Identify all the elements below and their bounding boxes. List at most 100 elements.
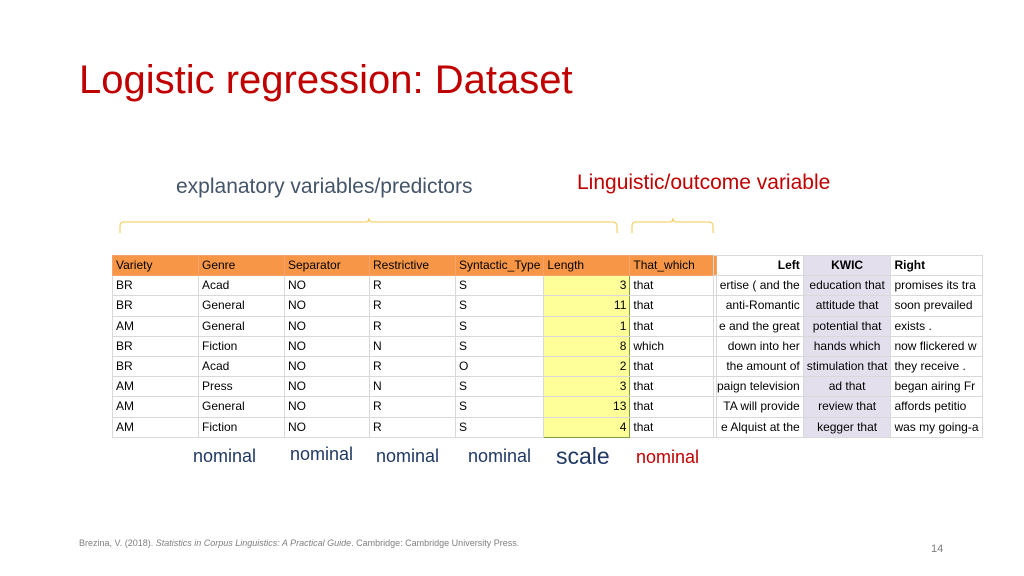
kwic-left-context: paign television [713,376,804,398]
kwic-row: TA will provide review that affords peti… [713,396,983,418]
table-cell: 3 [543,376,631,398]
kwic-left-context: TA will provide [713,396,804,418]
predictors-brace [119,217,618,233]
table-cell: NO [284,396,370,418]
kwic-row: e and the great potential that exists . [713,315,983,337]
table-cell: R [369,275,456,297]
table-cell: 4 [543,416,631,438]
kwic-row: paign television ad that began airing Fr [713,376,983,398]
kwic-header-kwic: KWIC [802,254,892,277]
table-cell: R [369,315,456,337]
kwic-left-text: anti-Romantic [725,298,800,313]
kwic-right-context: affords petitio [890,396,983,418]
header-cell: Length [543,254,631,277]
table-row: BR Acad NO R O 2 that [112,355,718,378]
table-cell: BR [112,335,199,357]
measurement-label-restrictive: nominal [468,446,532,466]
kwic-left-context: down into her [713,335,804,357]
table-row: BR Acad NO R S 3 that [112,275,718,297]
table-cell: BR [112,355,199,378]
kwic-header-left: Left [713,254,804,277]
kwic-right-context: promises its tra [890,275,983,297]
header-cell: Separator [284,254,370,277]
table-cell: that [629,315,718,337]
table-row: AM General NO R S 1 that [112,315,718,337]
table-cell: NO [284,355,370,378]
table-cell: 13 [543,396,631,418]
kwic-keyword: ad that [802,376,892,398]
dataset-table: Variety Genre Separator Restrictive Synt… [112,254,718,438]
table-cell: that [629,275,718,297]
kwic-keyword: hands which [802,335,892,357]
kwic-right-context: soon prevailed [890,295,983,317]
table-cell: S [454,295,545,317]
table-cell: Acad [198,355,285,378]
table-header-row: Variety Genre Separator Restrictive Synt… [112,254,718,277]
table-cell: S [454,396,545,418]
slide-title: Logistic regression: Dataset [79,58,573,102]
table-cell: N [369,335,456,357]
header-cell: That_which [629,254,718,277]
kwic-row: down into her hands which now flickered … [713,335,983,357]
header-cell: Restrictive [369,254,456,277]
kwic-row: the amount of stimulation that they rece… [713,355,983,378]
table-cell: NO [284,275,370,297]
table-cell: S [454,416,545,438]
page-number: 14 [931,543,944,555]
kwic-row: ertise ( and the education that promises… [713,275,983,297]
table-cell: Press [198,376,285,398]
table-cell: N [369,376,456,398]
table-cell: S [454,376,545,398]
table-cell: 2 [543,355,631,378]
table-cell: that [629,396,718,418]
explanatory-variables-label: explanatory variables/predictors [176,175,473,198]
measurement-label-genre: nominal [290,444,354,464]
kwic-right-context: now flickered w [890,335,983,357]
kwic-left-text: the amount of [726,359,800,374]
kwic-left-context: e Alquist at the [713,416,804,438]
kwic-right-context: they receive . [890,355,983,378]
table-cell: NO [284,335,370,357]
kwic-concordance-table: Left KWIC Right ertise ( and the educati… [713,254,983,438]
table-cell: AM [112,416,199,438]
table-cell: NO [284,295,370,317]
table-cell: that [629,355,718,378]
measurement-label-separator: nominal [376,446,440,466]
kwic-left-context: anti-Romantic [713,295,804,317]
table-row: BR General NO R S 11 that [112,295,718,317]
header-cell: Genre [198,254,285,277]
kwic-right-context: exists . [890,315,983,337]
kwic-keyword: attitude that [802,295,892,317]
kwic-keyword: education that [802,275,892,297]
header-cell: Variety [112,254,199,277]
kwic-header-row: Left KWIC Right [713,254,983,277]
measurement-label-outcome: nominal [636,447,700,467]
table-cell: S [454,315,545,337]
kwic-header-right: Right [890,254,983,277]
table-cell: General [198,315,285,337]
table-row: AM General NO R S 13 that [112,396,718,418]
kwic-left-context: e and the great [713,315,804,337]
table-cell: that [629,416,718,438]
table-row: AM Press NO N S 3 that [112,376,718,398]
table-cell: AM [112,376,199,398]
table-cell: R [369,295,456,317]
table-cell: General [198,396,285,418]
table-cell: O [454,355,545,378]
table-cell: that [629,295,718,317]
table-cell: AM [112,315,199,337]
table-cell: NO [284,376,370,398]
kwic-keyword: potential that [802,315,892,337]
kwic-keyword: review that [802,396,892,418]
measurement-label-variety: nominal [193,446,257,466]
table-cell: which [629,335,718,357]
table-cell: General [198,295,285,317]
table-cell: 1 [543,315,631,337]
table-row: BR Fiction NO N S 8 which [112,335,718,357]
kwic-left-text: ertise ( and the [719,278,800,293]
header-cell: Syntactic_Type [454,254,545,277]
citation-publisher: . Cambridge: Cambridge University Press. [351,538,520,548]
kwic-keyword: kegger that [802,416,892,438]
kwic-left-text: TA will provide [723,399,800,414]
